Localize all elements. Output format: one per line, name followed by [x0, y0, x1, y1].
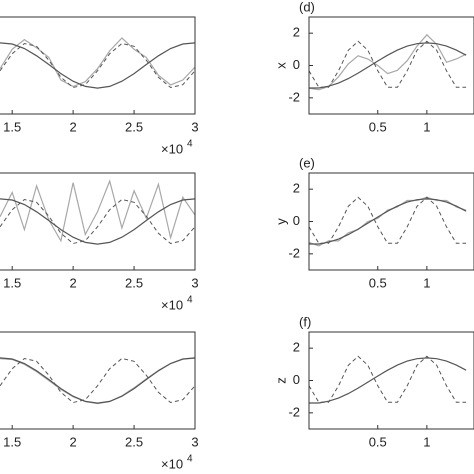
y-tick-label: 2 — [293, 181, 300, 196]
x-tick-label: 1 — [423, 434, 430, 449]
x-tick-label: 3 — [191, 434, 198, 449]
x-tick-label: 1.5 — [3, 119, 21, 134]
x-tick-label: 2.5 — [125, 434, 143, 449]
x-tick-label: 0.5 — [369, 275, 387, 290]
plot-area — [0, 179, 195, 245]
y-axis-label: z — [273, 377, 288, 384]
series-line — [0, 198, 195, 245]
y-tick-label: -2 — [288, 89, 300, 104]
x-tick-label: 2 — [70, 275, 77, 290]
axes-box — [308, 172, 474, 271]
y-tick-label: -2 — [288, 245, 300, 260]
plot-area — [309, 33, 467, 91]
axes-box — [0, 331, 196, 430]
series-line — [309, 196, 467, 244]
series-line — [309, 198, 467, 245]
series-line — [309, 355, 467, 403]
x-tick-label: 0.5 — [369, 119, 387, 134]
x-multiplier: ×10 — [161, 456, 183, 471]
panel-label: (f) — [299, 314, 311, 329]
axes-box — [308, 331, 474, 430]
y-tick-label: 0 — [293, 372, 300, 387]
y-axis-label: y — [273, 218, 288, 225]
x-tick-label: 1.5 — [3, 434, 21, 449]
plot-area — [0, 357, 195, 405]
plot-area — [309, 196, 467, 247]
x-tick-label: 2.5 — [125, 119, 143, 134]
y-axis-label: x — [273, 62, 288, 69]
y-tick-label: 0 — [293, 213, 300, 228]
x-tick-label: 1 — [423, 119, 430, 134]
x-tick-label: 1.5 — [3, 275, 21, 290]
series-line — [0, 357, 195, 405]
series-line — [309, 33, 467, 91]
axes-box — [308, 16, 474, 115]
series-line — [309, 196, 467, 247]
x-exponent: 4 — [187, 454, 193, 465]
x-tick-label: 0.5 — [369, 434, 387, 449]
series-line — [0, 357, 195, 404]
axes-box — [0, 16, 196, 115]
x-tick-label: 2 — [70, 434, 77, 449]
series-line — [0, 37, 195, 88]
series-line — [0, 42, 195, 89]
x-multiplier: ×10 — [161, 297, 183, 312]
y-tick-label: 2 — [293, 25, 300, 40]
panel-label: (d) — [299, 0, 315, 14]
axes-box — [0, 172, 196, 271]
series-line — [0, 179, 195, 243]
y-tick-label: -2 — [288, 404, 300, 419]
series-line — [0, 42, 195, 89]
series-line — [309, 42, 467, 89]
x-exponent: 4 — [187, 295, 193, 306]
x-exponent: 4 — [187, 139, 193, 150]
plot-area — [309, 355, 467, 404]
series-line — [309, 40, 467, 88]
y-tick-label: 2 — [293, 340, 300, 355]
x-tick-label: 2 — [70, 119, 77, 134]
x-multiplier: ×10 — [161, 141, 183, 156]
plot-area — [0, 37, 195, 89]
x-tick-label: 3 — [191, 119, 198, 134]
series-line — [0, 198, 195, 245]
x-tick-label: 3 — [191, 275, 198, 290]
y-tick-label: 0 — [293, 57, 300, 72]
series-line — [309, 357, 467, 404]
series-line — [0, 357, 195, 404]
panel-label: (e) — [299, 155, 315, 170]
x-tick-label: 1 — [423, 275, 430, 290]
x-tick-label: 2.5 — [125, 275, 143, 290]
